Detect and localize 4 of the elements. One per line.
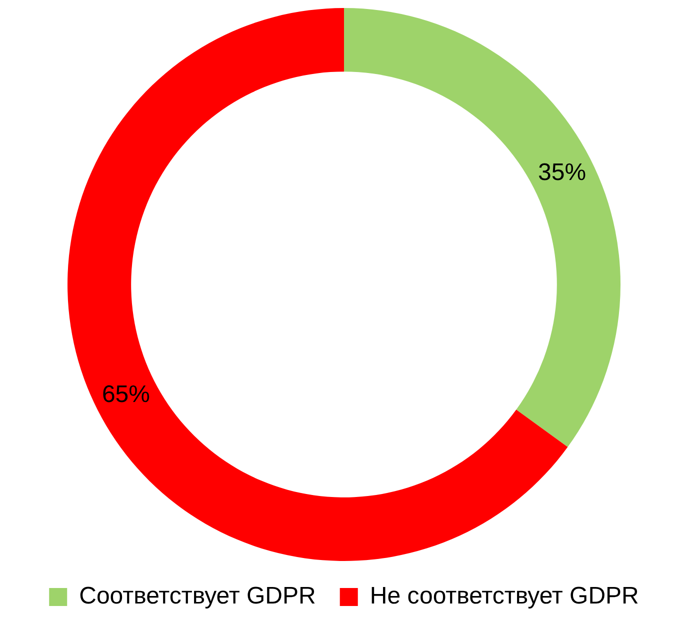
data-label: 65% bbox=[102, 381, 150, 408]
data-label: 35% bbox=[538, 159, 586, 186]
legend-label: Не соответствует GDPR bbox=[370, 582, 639, 610]
legend-label: Соответствует GDPR bbox=[79, 582, 316, 610]
